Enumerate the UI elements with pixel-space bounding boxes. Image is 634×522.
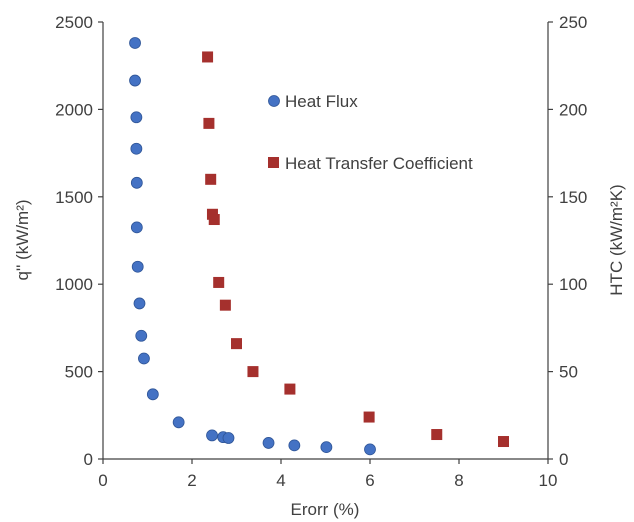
- htc-point: [498, 436, 509, 448]
- heat-flux-point: [288, 439, 301, 452]
- heat-flux-point: [138, 352, 150, 365]
- heat-flux-point: [129, 37, 141, 49]
- y-left-tick-label: 500: [65, 363, 93, 382]
- y-right-tick-label: 0: [559, 450, 568, 469]
- heat-flux-point: [135, 329, 148, 342]
- series-heat-transfer-coefficient: [202, 51, 509, 448]
- htc-point: [203, 117, 215, 129]
- x-tick-label: 10: [539, 471, 558, 490]
- htc-point: [284, 383, 296, 395]
- heat-flux-point: [130, 111, 143, 124]
- y-left-axis-title: q'' (kW/m²): [13, 199, 32, 280]
- series-layer: [129, 37, 509, 456]
- legend-label-heat-flux: Heat Flux: [285, 92, 358, 111]
- htc-point: [231, 338, 242, 350]
- htc-point: [205, 173, 217, 185]
- plot-frame: [102, 22, 549, 460]
- y-right-axis-title: HTC (kW/m²K): [607, 184, 626, 295]
- y-left-axis-ticks: 0 500 1000 1500 2000 2500: [55, 13, 103, 469]
- x-tick-label: 8: [454, 471, 463, 490]
- x-tick-label: 2: [187, 471, 196, 490]
- y-right-tick-label: 50: [559, 363, 578, 382]
- heat-flux-point: [130, 221, 143, 234]
- heat-flux-point: [206, 429, 218, 442]
- x-tick-label: 6: [365, 471, 374, 490]
- heat-flux-point: [129, 74, 141, 87]
- heat-flux-point: [130, 142, 143, 155]
- heat-flux-point: [222, 432, 235, 444]
- y-left-tick-label: 2000: [55, 100, 93, 119]
- heat-flux-point: [146, 388, 159, 401]
- htc-point: [202, 51, 214, 63]
- htc-point: [213, 276, 225, 288]
- heat-flux-point: [133, 297, 146, 310]
- htc-point: [208, 214, 220, 226]
- y-left-tick-label: 1500: [55, 188, 93, 207]
- htc-point: [431, 429, 443, 441]
- heat-flux-point: [130, 176, 143, 189]
- y-right-tick-label: 150: [559, 188, 587, 207]
- y-right-tick-label: 200: [559, 100, 587, 119]
- x-tick-label: 0: [98, 471, 107, 490]
- y-left-tick-label: 1000: [55, 275, 93, 294]
- x-axis-ticks: 0 2 4 6 8 10: [98, 459, 557, 490]
- y-right-tick-label: 100: [559, 275, 587, 294]
- heat-flux-point: [262, 437, 275, 449]
- legend-marker-heat-flux: [268, 95, 280, 107]
- heat-flux-point: [172, 416, 185, 429]
- y-right-axis-ticks: 0 50 100 150 200 250: [548, 13, 587, 469]
- htc-point: [247, 366, 259, 378]
- heat-flux-point: [320, 441, 333, 454]
- y-left-tick-label: 2500: [55, 13, 93, 32]
- heat-flux-point: [131, 260, 144, 273]
- htc-point: [219, 299, 231, 311]
- legend-marker-htc: [268, 157, 279, 168]
- x-axis-title: Erorr (%): [291, 500, 360, 519]
- y-left-tick-label: 0: [84, 450, 93, 469]
- legend: Heat Flux Heat Transfer Coefficient: [268, 92, 473, 173]
- legend-label-htc: Heat Transfer Coefficient: [285, 154, 473, 173]
- series-heat-flux: [129, 37, 376, 456]
- x-tick-label: 4: [276, 471, 285, 490]
- heat-flux-point: [364, 443, 376, 456]
- y-right-tick-label: 250: [559, 13, 587, 32]
- htc-point: [363, 411, 375, 423]
